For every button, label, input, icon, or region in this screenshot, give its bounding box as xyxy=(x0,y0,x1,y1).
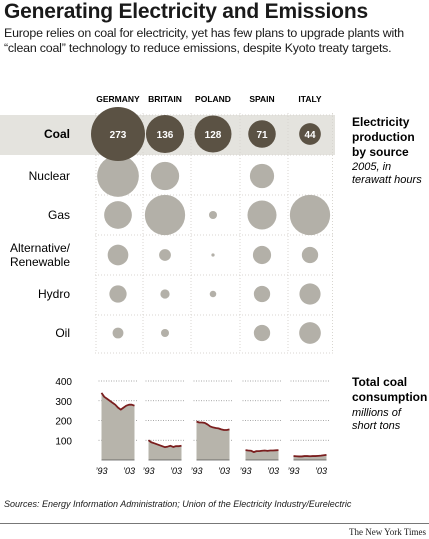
matrix-title: by source xyxy=(352,145,409,159)
bubble-gas-poland xyxy=(208,210,218,220)
column-label-poland: POLAND xyxy=(195,94,231,104)
column-label-britain: BRITAIN xyxy=(148,94,182,104)
x-tick-label: ’03 xyxy=(170,466,182,476)
coal-line-poland xyxy=(196,420,230,431)
bubble-coal-britain xyxy=(145,114,185,154)
x-tick-label: ’03 xyxy=(123,466,135,476)
bubble-alternative-renewable-germany xyxy=(107,244,129,266)
bubble-gas-germany xyxy=(104,201,132,229)
row-label-coal: Coal xyxy=(44,127,70,141)
bubble-gas-italy xyxy=(289,194,331,236)
credit-line: The New York Times xyxy=(348,527,426,537)
y-tick-label: 300 xyxy=(55,397,72,408)
x-tick-label: ’93 xyxy=(239,466,251,476)
bubble-coal-poland xyxy=(194,115,232,153)
coal-chart-subtitle: millions of xyxy=(352,407,402,419)
footer-rule xyxy=(0,523,429,524)
coal-area-poland xyxy=(196,421,230,460)
bubble-nuclear-spain xyxy=(249,163,275,189)
bubble-oil-italy xyxy=(299,322,321,344)
coal-chart-subtitle: short tons xyxy=(352,420,401,432)
coal-line-italy xyxy=(293,453,327,458)
y-tick-label: 400 xyxy=(55,377,72,388)
row-label-nuclear: Nuclear xyxy=(29,169,70,183)
y-tick-label: 100 xyxy=(55,436,72,447)
bubble-value-label: 71 xyxy=(256,130,268,141)
x-tick-label: ’93 xyxy=(287,466,299,476)
column-label-germany: GERMANY xyxy=(96,94,140,104)
x-tick-label: ’93 xyxy=(190,466,202,476)
bubble-hydro-italy xyxy=(299,283,321,305)
y-tick-label: 200 xyxy=(55,417,72,428)
bubble-hydro-germany xyxy=(109,285,127,303)
page-subtitle: Europe relies on coal for electricity, y… xyxy=(4,26,404,55)
row-label-oil: Oil xyxy=(55,326,70,340)
coal-area-britain xyxy=(148,440,182,460)
column-label-spain: SPAIN xyxy=(249,94,274,104)
bubble-coal-italy xyxy=(299,123,321,145)
x-tick-label: ’03 xyxy=(267,466,279,476)
matrix-title: production xyxy=(352,130,415,144)
bubble-nuclear-germany xyxy=(97,155,139,197)
matrix-subtitle: terawatt hours xyxy=(352,174,422,186)
row-label-alternative-renewable: Alternative/ xyxy=(10,241,71,255)
bubble-hydro-britain xyxy=(160,289,170,299)
x-tick-label: ’93 xyxy=(142,466,154,476)
bubble-value-label: 136 xyxy=(157,130,174,141)
bubble-alternative-renewable-poland xyxy=(211,253,215,257)
bubble-nuclear-britain xyxy=(150,161,180,191)
bubble-hydro-spain xyxy=(253,285,271,303)
bubble-value-label: 273 xyxy=(110,130,127,141)
coal-line-germany xyxy=(100,392,135,411)
matrix-title: Electricity xyxy=(352,115,410,129)
bubble-value-label: 44 xyxy=(304,130,316,141)
bubble-coal-germany xyxy=(91,107,145,161)
matrix-subtitle: 2005, in xyxy=(351,161,391,173)
coal-line-britain xyxy=(147,439,182,449)
x-tick-label: ’03 xyxy=(218,466,230,476)
bubble-hydro-poland xyxy=(209,290,217,298)
bubble-alternative-renewable-spain xyxy=(252,245,272,265)
x-tick-label: ’03 xyxy=(315,466,327,476)
bubble-gas-britain xyxy=(144,194,186,236)
bubble-value-label: 128 xyxy=(205,130,222,141)
bubble-alternative-renewable-italy xyxy=(301,246,319,264)
x-tick-label: ’93 xyxy=(95,466,107,476)
bubble-oil-britain xyxy=(160,328,170,338)
row-label-gas: Gas xyxy=(48,208,70,222)
bubble-oil-spain xyxy=(253,324,271,342)
bubble-alternative-renewable-britain xyxy=(159,249,171,261)
coal-chart-title: Total coal xyxy=(352,375,407,389)
column-label-italy: ITALY xyxy=(298,94,321,104)
sources-note: Sources: Energy Information Administrati… xyxy=(4,499,352,509)
coal-area-germany xyxy=(101,392,135,460)
bubble-gas-spain xyxy=(247,200,277,230)
coal-chart-title: consumption xyxy=(352,390,427,404)
page-title: Generating Electricity and Emissions xyxy=(4,0,368,23)
coal-line-spain xyxy=(245,449,279,453)
bubble-oil-germany xyxy=(112,327,124,339)
row-label-hydro: Hydro xyxy=(38,287,70,301)
bubble-coal-spain xyxy=(248,120,276,148)
row-label-alternative-renewable: Renewable xyxy=(10,255,70,269)
